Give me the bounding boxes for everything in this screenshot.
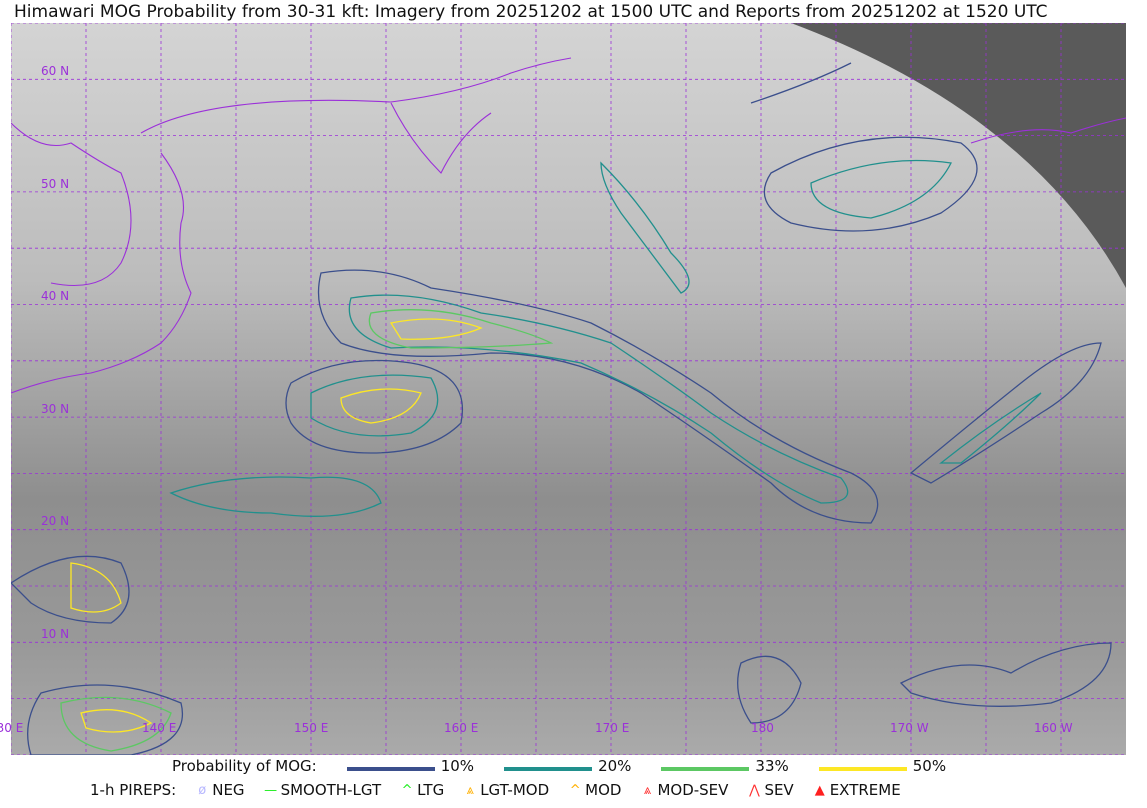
light-moderate-icon: ⩓ — [466, 782, 474, 798]
pirep-legend-label: 1-h PIREPS: — [90, 781, 177, 799]
lon-label: 170 W — [890, 721, 929, 735]
probability-level-label: 10% — [440, 757, 475, 775]
lon-label: 150 E — [294, 721, 329, 735]
moderate-icon: ^ — [569, 782, 581, 798]
pirep-label: EXTREME — [829, 781, 901, 799]
lat-label: 50 N — [41, 177, 70, 191]
pirep-legend: 1-h PIREPS: ø NEG — SMOOTH-LGT ^ LTG ⩓ LGT-MOD ^… — [0, 781, 1147, 799]
no-data-region — [791, 23, 1126, 288]
lat-label: 20 N — [41, 514, 70, 528]
lat-label: 40 N — [41, 289, 70, 303]
pirep-label: MOD-SEV — [657, 781, 729, 799]
severe-icon: ⋀ — [749, 782, 760, 798]
lon-label: 130 E — [0, 721, 24, 735]
smooth-light-icon: — — [264, 782, 278, 798]
pirep-label: MOD — [585, 781, 622, 799]
pirep-label: SEV — [764, 781, 794, 799]
light-icon: ^ — [401, 782, 413, 798]
pirep-label: LTG — [417, 781, 445, 799]
lon-label: 170 E — [595, 721, 630, 735]
lat-lon-grid — [10, 22, 1126, 756]
pirep-label: LGT-MOD — [480, 781, 550, 799]
pirep-label: NEG — [212, 781, 245, 799]
mog-contours — [9, 62, 1112, 756]
probability-legend-label: Probability of MOG: — [172, 757, 317, 775]
lat-label: 30 N — [41, 402, 70, 416]
lon-label: 160 W — [1034, 721, 1073, 735]
lon-label: 160 E — [444, 721, 479, 735]
coastlines — [10, 57, 1127, 394]
probability-level-label: 20% — [598, 757, 632, 775]
neg-icon: ø — [198, 782, 207, 798]
probability-swatch — [346, 767, 435, 771]
probability-level-label: 50% — [912, 757, 947, 775]
probability-swatch — [504, 767, 593, 771]
map-title: Himawari MOG Probability from 30-31 kft:… — [14, 2, 1048, 22]
lat-label: 60 N — [41, 64, 70, 78]
water-vapor-imagery — [11, 23, 1126, 755]
probability-legend: Probability of MOG: 10% 20% 33% 50% — [0, 757, 1147, 775]
lat-label: 10 N — [41, 627, 70, 641]
lon-label: 180 — [751, 721, 774, 735]
probability-level-label: 33% — [755, 757, 789, 775]
map-canvas — [9, 22, 1127, 756]
probability-swatch — [661, 767, 750, 771]
probability-swatch — [818, 767, 907, 771]
pirep-label: SMOOTH-LGT — [280, 781, 382, 799]
lon-label: 140 E — [142, 721, 177, 735]
moderate-severe-icon: ⩓ — [643, 782, 652, 798]
extreme-icon: ▲ — [814, 782, 825, 798]
satellite-map: 60 N 50 N 40 N 30 N 20 N 10 N 130 E 140 … — [0, 22, 1127, 756]
